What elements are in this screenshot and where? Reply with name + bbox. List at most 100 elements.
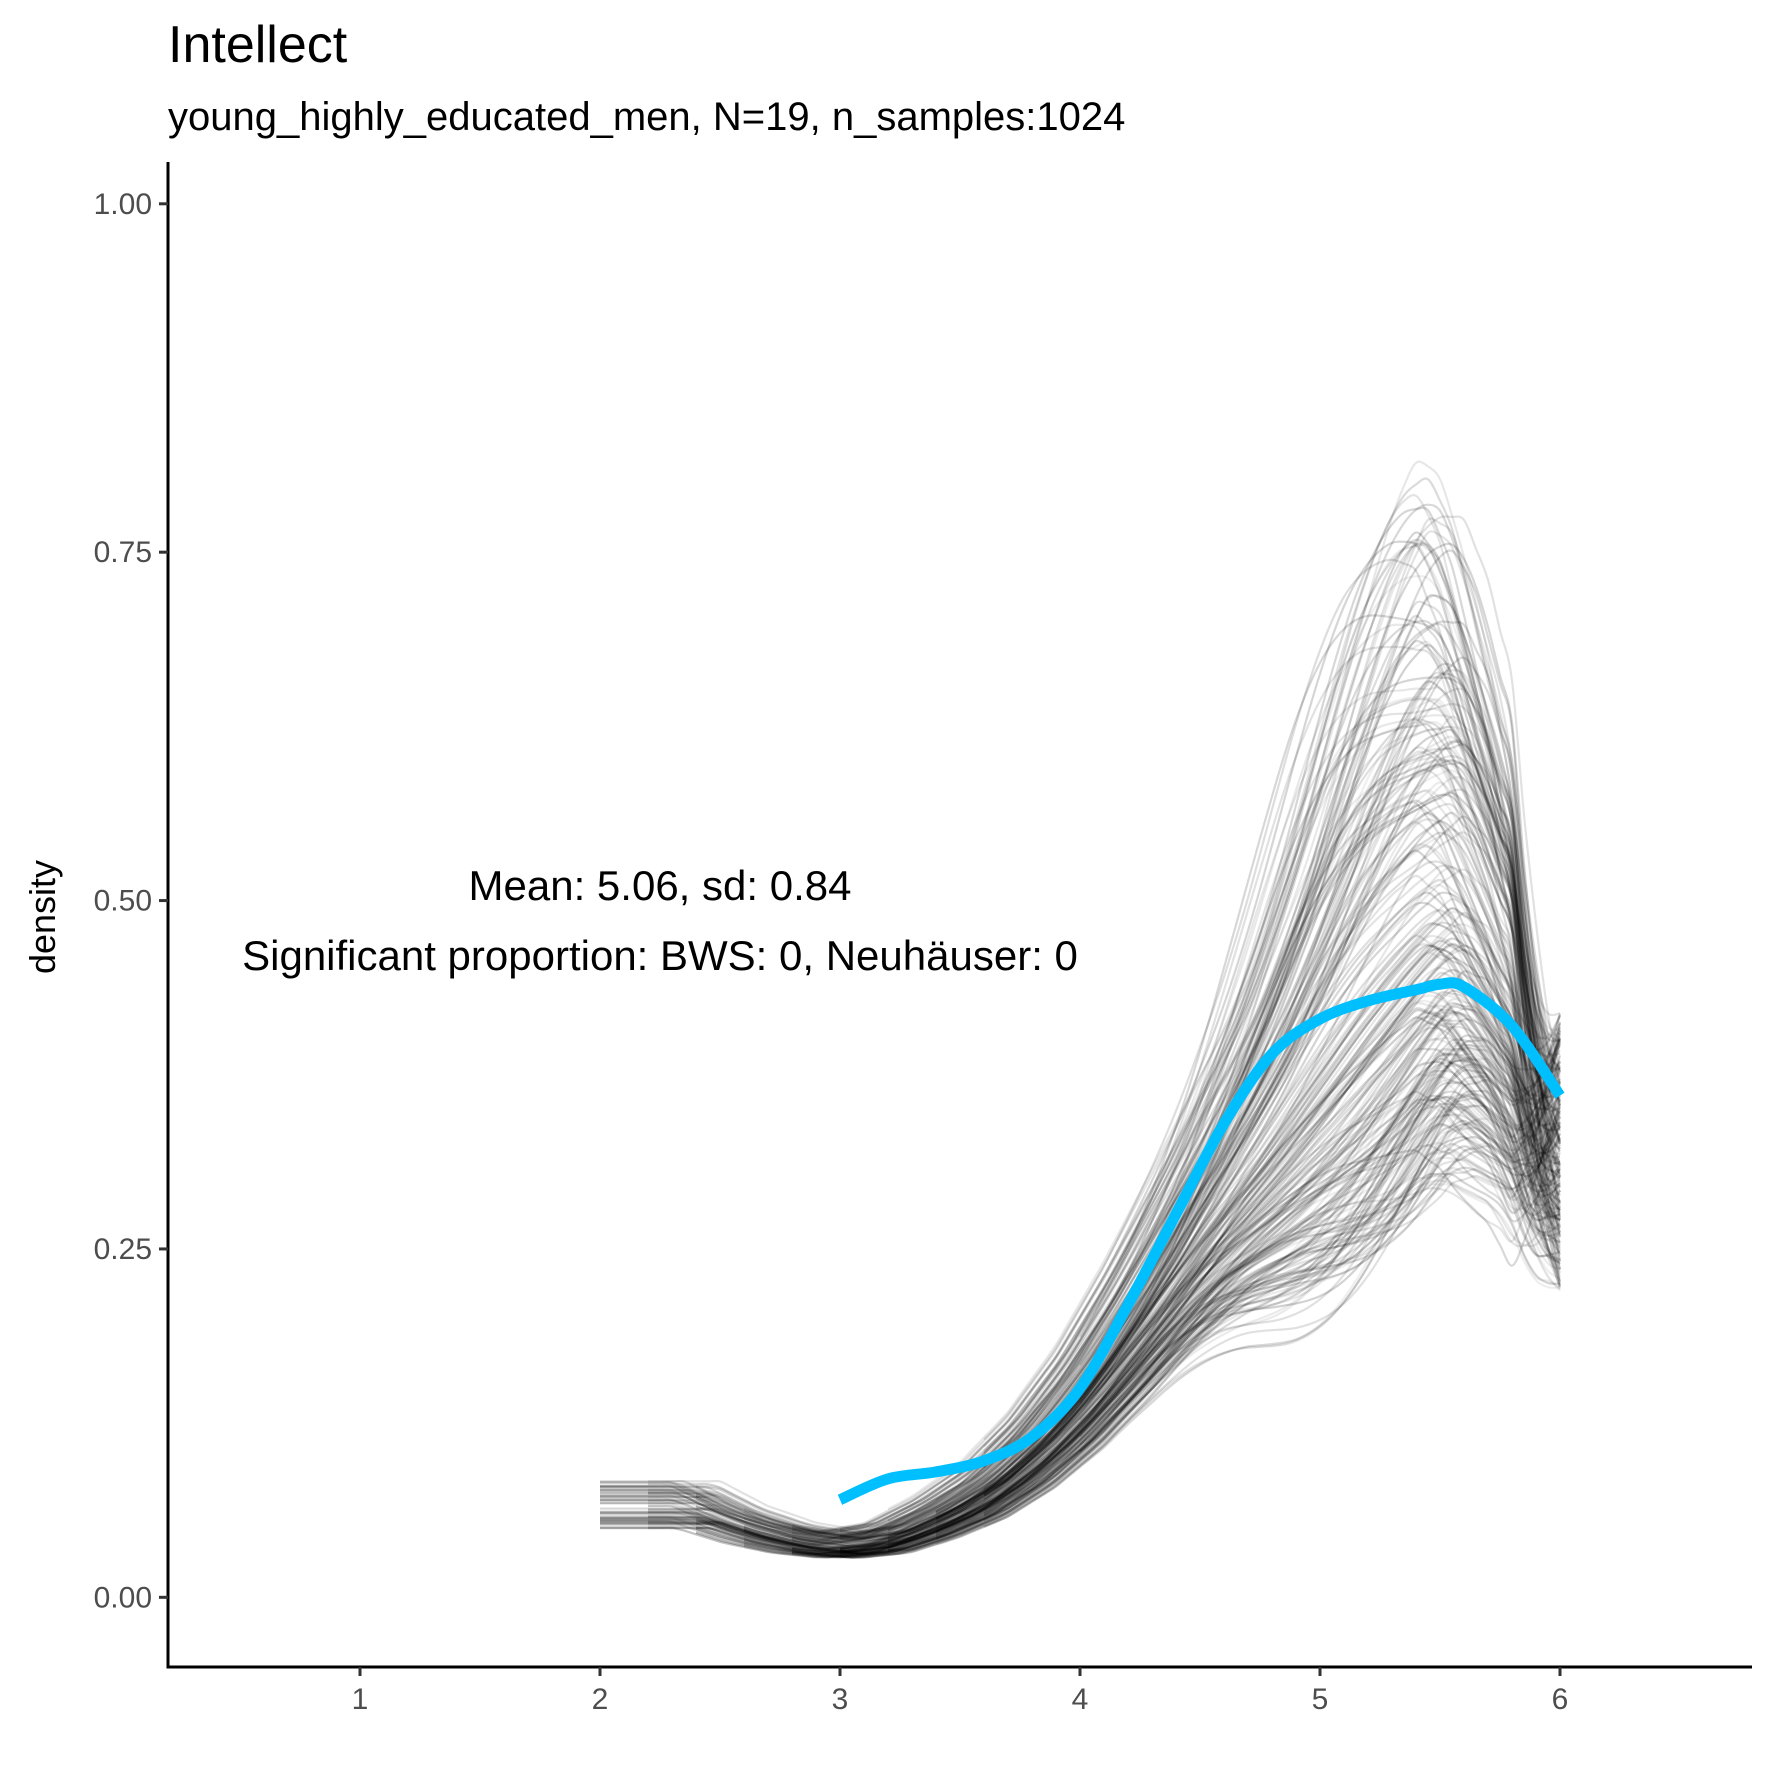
posterior-sample-curve	[743, 1097, 1561, 1557]
posterior-sample-curve	[935, 1092, 1561, 1541]
posterior-sample-curve	[647, 923, 1561, 1549]
posterior-sample-curve	[743, 1183, 1561, 1559]
posterior-sample-curve	[983, 494, 1562, 1441]
posterior-sample-curve	[695, 866, 1562, 1547]
posterior-sample-curve	[839, 991, 1561, 1552]
posterior-sample-curve	[839, 543, 1562, 1532]
posterior-sample-curve	[695, 1172, 1561, 1559]
posterior-sample-curve	[791, 1057, 1561, 1555]
posterior-sample-curve	[648, 1008, 1561, 1552]
posterior-sample-curve	[839, 1007, 1561, 1550]
posterior-sample-curve	[695, 793, 1562, 1541]
posterior-sample-curve	[743, 1098, 1561, 1556]
posterior-sample-curve	[743, 966, 1561, 1551]
x-tick-label: 1	[352, 1683, 369, 1716]
posterior-sample-curve	[599, 1103, 1562, 1559]
posterior-sample-curve	[791, 1075, 1561, 1555]
posterior-sample-curve	[839, 1025, 1561, 1553]
posterior-sample-curve	[983, 722, 1561, 1469]
posterior-sample-curve	[1079, 1009, 1561, 1397]
posterior-sample-curve	[887, 1011, 1562, 1541]
posterior-sample-curve	[887, 1094, 1561, 1546]
posterior-sample-curve	[743, 1133, 1561, 1559]
posterior-sample-curve	[887, 944, 1561, 1541]
posterior-sample-curve	[839, 1016, 1561, 1551]
posterior-sample-curve	[791, 662, 1562, 1539]
posterior-sample-curve	[647, 1122, 1562, 1559]
posterior-sample-curve	[695, 542, 1562, 1535]
posterior-sample-curve	[887, 781, 1562, 1537]
posterior-sample-curve	[695, 884, 1562, 1547]
posterior-sample-curve	[600, 531, 1562, 1535]
mean-density-curve	[837, 977, 1565, 1505]
y-axis-label: density	[22, 860, 63, 974]
posterior-sample-curve	[648, 939, 1561, 1550]
posterior-sample-curve	[648, 998, 1561, 1553]
posterior-sample-curve	[983, 1106, 1562, 1501]
posterior-sample-curve	[791, 1158, 1561, 1559]
posterior-sample-curve	[600, 718, 1562, 1541]
posterior-sample-curve	[791, 907, 1561, 1548]
posterior-sample-curve	[887, 1021, 1562, 1544]
posterior-sample-curve	[839, 1005, 1561, 1554]
posterior-sample-curve	[743, 1010, 1561, 1553]
posterior-sample-curve	[695, 1041, 1561, 1557]
posterior-sample-curve	[695, 575, 1562, 1534]
posterior-sample-curve	[600, 1007, 1561, 1554]
posterior-sample-curve	[983, 1063, 1561, 1522]
posterior-sample-curve	[648, 1179, 1561, 1559]
posterior-sample-curve	[600, 1053, 1562, 1558]
posterior-sample-curve	[600, 1013, 1561, 1553]
posterior-sample-curve	[695, 687, 1562, 1540]
posterior-sample-curve	[935, 1004, 1561, 1527]
posterior-sample-curve	[935, 656, 1562, 1520]
posterior-sample-curve	[600, 799, 1561, 1543]
posterior-sample-curve	[887, 1090, 1561, 1551]
posterior-sample-curve	[839, 953, 1562, 1551]
posterior-sample-curve	[599, 1014, 1562, 1553]
posterior-sample-curve	[935, 1039, 1562, 1534]
posterior-sample-curve	[1079, 1047, 1561, 1446]
posterior-sample-curve	[791, 1001, 1562, 1552]
posterior-sample-curve	[599, 746, 1561, 1543]
posterior-sample-curve	[743, 1141, 1561, 1558]
posterior-sample-curve	[600, 791, 1561, 1541]
posterior-sample-curve	[839, 1021, 1562, 1554]
posterior-sample-curve	[1079, 1119, 1561, 1459]
x-tick-label: 5	[1312, 1683, 1329, 1716]
posterior-sample-curve	[983, 1049, 1561, 1517]
posterior-sample-curve	[647, 1033, 1562, 1558]
posterior-sample-curve	[599, 1051, 1561, 1554]
posterior-sample-curve	[648, 594, 1562, 1537]
posterior-sample-curve	[791, 1089, 1562, 1556]
posterior-sample-curve	[983, 909, 1562, 1495]
posterior-sample-curve	[599, 1123, 1561, 1559]
posterior-sample-curve	[600, 831, 1562, 1545]
posterior-sample-curve	[791, 1132, 1562, 1558]
posterior-sample-curve	[839, 1046, 1561, 1555]
posterior-sample-curve	[1079, 1102, 1561, 1438]
posterior-sample-curve	[887, 788, 1561, 1531]
posterior-sample-curve	[599, 1018, 1562, 1554]
posterior-sample-curve	[743, 831, 1561, 1543]
posterior-sample-curve	[1079, 517, 1561, 1338]
posterior-sample-curve	[791, 1023, 1562, 1559]
posterior-sample-curve	[695, 788, 1562, 1540]
posterior-sample-curve	[839, 1101, 1562, 1555]
posterior-sample-curve	[983, 864, 1561, 1495]
posterior-sample-curve	[647, 1056, 1561, 1554]
posterior-sample-curve	[791, 1145, 1561, 1559]
posterior-sample-curve	[743, 718, 1562, 1542]
posterior-sample-curve	[935, 743, 1562, 1521]
posterior-sample-curve	[839, 1095, 1561, 1557]
posterior-sample-curve	[791, 530, 1562, 1535]
posterior-sample-curve	[983, 1105, 1561, 1514]
posterior-sample-curve	[935, 1113, 1561, 1533]
posterior-sample-curve	[743, 989, 1561, 1552]
posterior-sample-curve	[743, 1036, 1562, 1555]
posterior-sample-curve	[983, 740, 1562, 1497]
posterior-sample-curve	[935, 1146, 1562, 1536]
posterior-sample-curve	[600, 898, 1561, 1548]
posterior-sample-curve	[791, 619, 1561, 1536]
